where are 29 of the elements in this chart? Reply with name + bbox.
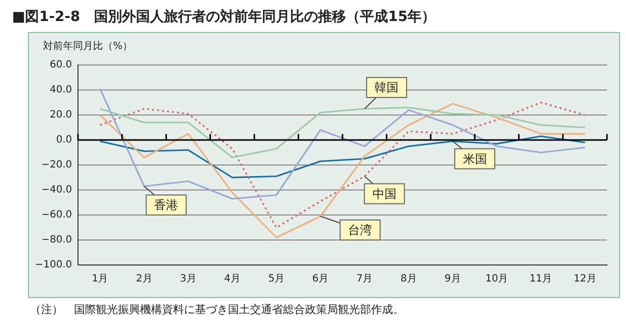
y-tick-label: 60.0: [50, 60, 72, 71]
text: （注） 国際観光振興機構資料に基づき国土交通省総合政策局観光部作成。: [30, 302, 405, 317]
y-axis-title: 対前年同月比（%）: [43, 40, 134, 53]
y-tick-label: 0.0: [56, 134, 72, 146]
x-tick-label: 6月: [312, 274, 329, 285]
text: 台湾: [348, 223, 372, 238]
x-tick-label: 1月: [92, 274, 108, 285]
y-tick-label: −40.0: [41, 184, 72, 196]
y-tick-label: −100.0: [34, 260, 72, 271]
y-tick-label: 40.0: [50, 84, 72, 96]
series-label: 香港: [154, 198, 178, 212]
y-tick-label: −60.0: [41, 210, 72, 221]
x-tick-label: 3月: [180, 274, 196, 285]
y-tick-label: −80.0: [41, 234, 72, 246]
x-tick-label: 5月: [268, 274, 285, 285]
series-label: 米国: [462, 152, 487, 166]
x-tick-label: 12月: [574, 274, 596, 285]
x-tick-label: 9月: [444, 274, 461, 285]
x-tick-label: 7月: [356, 274, 373, 285]
x-tick-label: 10月: [485, 274, 508, 285]
x-tick-label: 11月: [530, 274, 552, 285]
x-tick-label: 8月: [400, 274, 417, 285]
chart-title: ■図1-2-8 国別外国人旅行者の対前年同月比の推移（平成15年）: [12, 8, 437, 26]
y-tick-label: 20.0: [50, 110, 72, 121]
series-label: 中国: [372, 186, 396, 201]
x-tick-label: 4月: [224, 274, 240, 285]
x-tick-label: 2月: [136, 274, 152, 285]
y-tick-label: −20.0: [41, 160, 72, 171]
series-label: 韓国: [374, 80, 399, 95]
